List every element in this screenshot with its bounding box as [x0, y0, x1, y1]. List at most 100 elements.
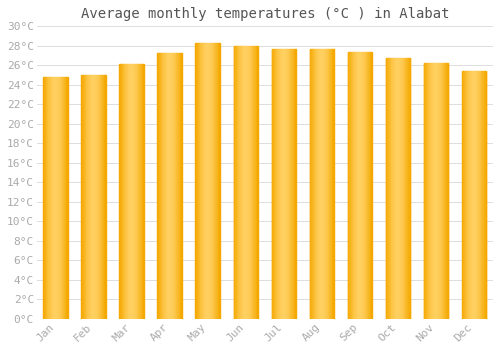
- Bar: [394, 58, 396, 319]
- Bar: [326, 49, 327, 319]
- Bar: [434, 63, 435, 319]
- Bar: [316, 49, 317, 319]
- Bar: [317, 49, 318, 319]
- Bar: [196, 43, 197, 319]
- Bar: [251, 46, 252, 319]
- Bar: [476, 71, 478, 319]
- Bar: [204, 43, 206, 319]
- Bar: [178, 52, 179, 319]
- Bar: [248, 46, 249, 319]
- Bar: [386, 58, 410, 319]
- Bar: [177, 52, 178, 319]
- Bar: [128, 64, 130, 319]
- Bar: [198, 43, 199, 319]
- Bar: [130, 64, 131, 319]
- Bar: [54, 77, 55, 319]
- Bar: [249, 46, 250, 319]
- Bar: [424, 63, 426, 319]
- Bar: [44, 77, 45, 319]
- Bar: [365, 52, 366, 319]
- Bar: [50, 77, 51, 319]
- Bar: [286, 49, 287, 319]
- Bar: [397, 58, 398, 319]
- Bar: [310, 49, 311, 319]
- Bar: [430, 63, 431, 319]
- Bar: [482, 71, 483, 319]
- Bar: [366, 52, 368, 319]
- Bar: [211, 43, 212, 319]
- Bar: [55, 77, 56, 319]
- Bar: [370, 52, 372, 319]
- Bar: [256, 46, 258, 319]
- Bar: [464, 71, 465, 319]
- Bar: [399, 58, 400, 319]
- Bar: [472, 71, 473, 319]
- Bar: [442, 63, 444, 319]
- Bar: [324, 49, 325, 319]
- Bar: [90, 75, 92, 319]
- Bar: [462, 71, 486, 319]
- Bar: [162, 52, 163, 319]
- Bar: [311, 49, 312, 319]
- Bar: [388, 58, 389, 319]
- Bar: [282, 49, 283, 319]
- Bar: [235, 46, 236, 319]
- Bar: [283, 49, 284, 319]
- Bar: [216, 43, 217, 319]
- Bar: [436, 63, 437, 319]
- Bar: [136, 64, 138, 319]
- Bar: [98, 75, 100, 319]
- Bar: [56, 77, 58, 319]
- Bar: [65, 77, 66, 319]
- Bar: [163, 52, 164, 319]
- Bar: [437, 63, 438, 319]
- Bar: [160, 52, 161, 319]
- Bar: [484, 71, 485, 319]
- Bar: [210, 43, 211, 319]
- Bar: [166, 52, 168, 319]
- Bar: [402, 58, 403, 319]
- Bar: [432, 63, 434, 319]
- Bar: [100, 75, 101, 319]
- Bar: [310, 49, 334, 319]
- Bar: [64, 77, 65, 319]
- Bar: [84, 75, 86, 319]
- Bar: [240, 46, 241, 319]
- Bar: [165, 52, 166, 319]
- Bar: [63, 77, 64, 319]
- Bar: [290, 49, 292, 319]
- Bar: [254, 46, 255, 319]
- Bar: [46, 77, 48, 319]
- Bar: [289, 49, 290, 319]
- Bar: [479, 71, 480, 319]
- Bar: [350, 52, 351, 319]
- Bar: [125, 64, 126, 319]
- Bar: [88, 75, 89, 319]
- Bar: [314, 49, 316, 319]
- Bar: [173, 52, 174, 319]
- Bar: [470, 71, 472, 319]
- Bar: [158, 52, 182, 319]
- Bar: [294, 49, 296, 319]
- Bar: [427, 63, 428, 319]
- Bar: [446, 63, 448, 319]
- Bar: [139, 64, 140, 319]
- Bar: [172, 52, 173, 319]
- Bar: [44, 77, 68, 319]
- Bar: [214, 43, 216, 319]
- Bar: [274, 49, 275, 319]
- Bar: [164, 52, 165, 319]
- Bar: [200, 43, 202, 319]
- Bar: [369, 52, 370, 319]
- Bar: [424, 63, 448, 319]
- Bar: [330, 49, 331, 319]
- Bar: [331, 49, 332, 319]
- Bar: [96, 75, 97, 319]
- Bar: [142, 64, 144, 319]
- Bar: [400, 58, 402, 319]
- Bar: [396, 58, 397, 319]
- Bar: [97, 75, 98, 319]
- Bar: [87, 75, 88, 319]
- Bar: [135, 64, 136, 319]
- Bar: [327, 49, 328, 319]
